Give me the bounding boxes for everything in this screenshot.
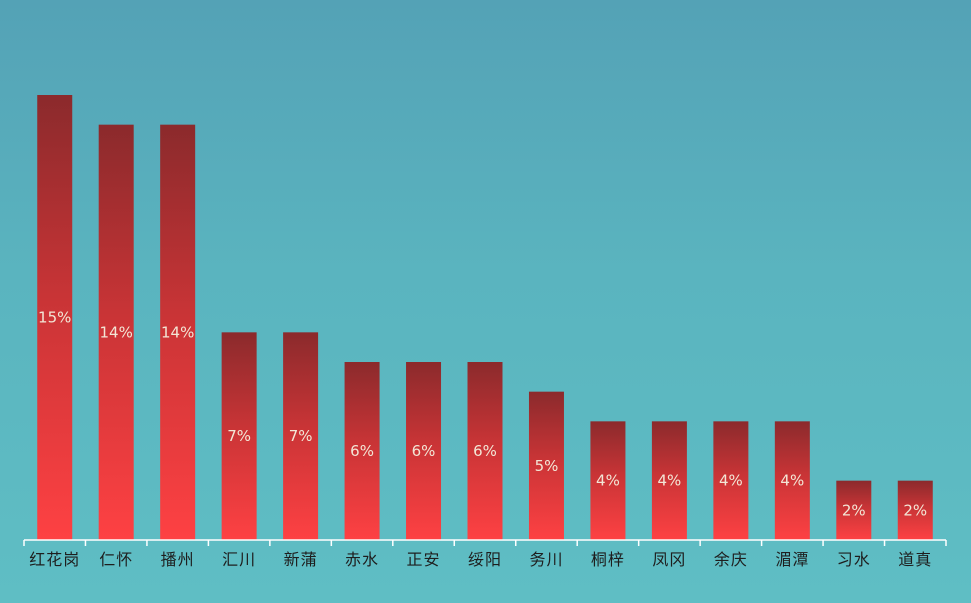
x-tick-label: 湄潭: [775, 550, 809, 569]
x-tick-label: 余庆: [714, 550, 748, 569]
bars-layer: [37, 95, 933, 541]
bar-3: [160, 124, 196, 541]
bar-value-label: 4%: [596, 472, 620, 490]
bar-12: [713, 421, 749, 540]
x-tick-label: 凤冈: [652, 550, 686, 569]
bar-value-label: 14%: [100, 323, 133, 341]
bar-value-label: 4%: [719, 472, 743, 490]
data-labels-layer: 15% 14% 14% 7% 7% 6% 6% 6% 5% 4% 4% 4% 4% 2% 2%: [38, 309, 927, 520]
x-tick-label: 桐梓: [591, 550, 625, 569]
bar-value-label: 2%: [903, 501, 927, 519]
bar-value-label: 4%: [658, 472, 682, 490]
x-tick-label: 正安: [407, 550, 441, 569]
bar-1: [37, 95, 73, 540]
x-tick-label: 习水: [837, 550, 871, 569]
bar-value-label: 14%: [161, 323, 194, 341]
bar-13: [774, 421, 810, 540]
bar-15: [897, 480, 933, 540]
bar-10: [590, 421, 626, 540]
x-tick-label: 新蒲: [284, 550, 318, 569]
x-axis: [23, 539, 947, 546]
bar-value-label: 7%: [227, 427, 251, 445]
bar-11: [651, 421, 687, 540]
x-tick-label: 务川: [529, 550, 563, 569]
bar-4: [221, 332, 257, 540]
x-tick-label: 赤水: [345, 550, 379, 569]
x-tick-label: 播州: [161, 550, 195, 569]
x-tick-label: 绥阳: [468, 550, 502, 569]
bar-value-label: 15%: [38, 309, 71, 327]
bar-8: [467, 362, 503, 540]
bar-value-label: 5%: [535, 457, 559, 475]
bar-value-label: 6%: [350, 442, 374, 460]
bar-2: [98, 124, 134, 541]
x-tick-label: 汇川: [222, 550, 256, 569]
bar-value-label: 6%: [473, 442, 497, 460]
bar-14: [836, 480, 872, 540]
x-tick-labels: 红花岗 仁怀 播州 汇川 新蒲 赤水 正安 绥阳 务川 桐梓 凤冈 余庆 湄潭 习水 道真: [29, 550, 932, 569]
bar-value-label: 4%: [780, 472, 804, 490]
x-tick-label: 红花岗: [29, 550, 80, 569]
x-tick-label: 道真: [898, 550, 932, 569]
bar-value-label: 6%: [412, 442, 436, 460]
bar-5: [283, 332, 319, 540]
bar-value-label: 7%: [289, 427, 313, 445]
bar-6: [344, 362, 380, 540]
bar-value-label: 2%: [842, 501, 866, 519]
x-tick-label: 仁怀: [99, 550, 133, 569]
bar-9: [528, 391, 564, 540]
bar-7: [406, 362, 442, 540]
